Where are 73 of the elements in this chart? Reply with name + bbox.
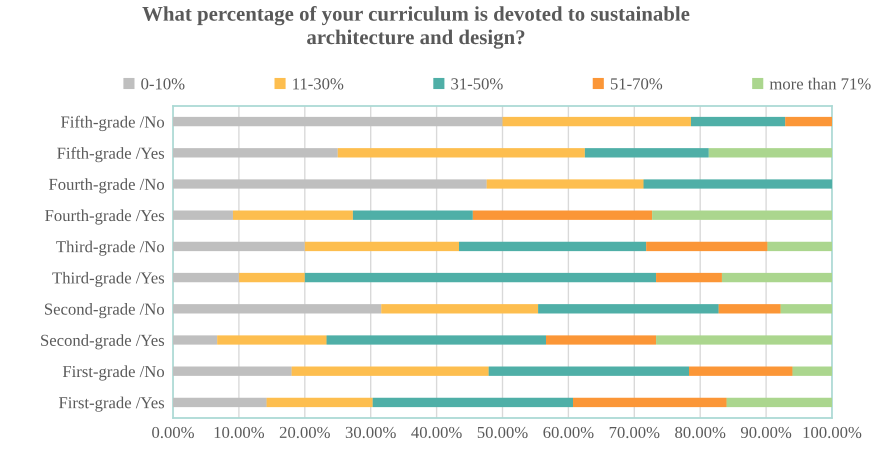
bar bbox=[173, 116, 502, 126]
bar bbox=[488, 366, 689, 376]
y-tick-label: Fourth-grade /No bbox=[48, 178, 164, 194]
bar bbox=[722, 272, 832, 282]
bar bbox=[486, 179, 644, 189]
bar bbox=[338, 148, 585, 158]
legend-label: 31-50% bbox=[451, 78, 503, 90]
bar bbox=[690, 116, 786, 126]
bar bbox=[304, 242, 460, 252]
bar bbox=[292, 366, 489, 376]
y-tick-label: Fifth-grade /Yes bbox=[57, 146, 164, 162]
x-tick-label: 70.00% bbox=[610, 426, 660, 438]
y-tick-label: Second-grade /Yes bbox=[41, 334, 164, 350]
bar bbox=[688, 366, 792, 376]
bar bbox=[173, 179, 487, 189]
bar bbox=[173, 242, 305, 252]
bar bbox=[173, 398, 267, 408]
bar bbox=[472, 210, 652, 220]
bar bbox=[792, 366, 832, 376]
bar bbox=[217, 335, 327, 345]
bar bbox=[546, 335, 656, 345]
bar bbox=[381, 304, 538, 314]
legend-label: more than 71% bbox=[770, 78, 871, 90]
bar bbox=[767, 242, 832, 252]
bar bbox=[584, 148, 709, 158]
bar bbox=[708, 148, 832, 158]
bar bbox=[644, 179, 832, 189]
y-tick-label: Third-grade /Yes bbox=[52, 272, 164, 287]
bar bbox=[538, 304, 719, 314]
y-tick-label: Fourth-grade /Yes bbox=[45, 209, 164, 225]
x-tick-label: 60.00% bbox=[543, 426, 594, 438]
bar bbox=[304, 272, 656, 282]
y-tick-label: Fifth-grade /No bbox=[61, 116, 164, 132]
bar bbox=[573, 398, 727, 408]
x-tick-label: 80.00% bbox=[675, 426, 726, 438]
x-tick-label: 100.00% bbox=[804, 426, 862, 438]
bar bbox=[232, 210, 353, 220]
legend-label: 11-30% bbox=[293, 78, 344, 90]
bar bbox=[652, 210, 832, 220]
y-tick-label: First-grade /No bbox=[62, 365, 164, 381]
chart-title: What percentage of your curriculum is devoted to sustainable architecture and design? bbox=[142, 6, 690, 49]
bar bbox=[785, 116, 832, 126]
bar bbox=[173, 210, 233, 220]
bar bbox=[173, 272, 239, 282]
bar bbox=[726, 398, 832, 408]
bar bbox=[656, 335, 832, 345]
x-tick-label: 50.00% bbox=[478, 426, 528, 438]
bar bbox=[352, 210, 473, 220]
bar bbox=[718, 304, 781, 314]
bar bbox=[326, 335, 546, 345]
bar bbox=[459, 242, 646, 252]
y-tick-label: First-grade /Yes bbox=[58, 396, 164, 412]
x-tick-label: 10.00% bbox=[214, 426, 264, 438]
x-tick-label: 90.00% bbox=[740, 426, 792, 438]
bar bbox=[646, 242, 768, 252]
bar bbox=[238, 272, 305, 282]
x-tick-label: 20.00% bbox=[280, 426, 330, 438]
y-tick-label: Third-grade /No bbox=[56, 240, 164, 256]
x-tick-label: 30.00% bbox=[346, 426, 396, 438]
bar bbox=[266, 398, 373, 408]
bar bbox=[173, 304, 382, 314]
bar bbox=[173, 335, 218, 345]
x-tick-label: 40.00% bbox=[411, 426, 462, 438]
legend-label: 0-10% bbox=[141, 78, 184, 90]
bar bbox=[173, 148, 338, 158]
legend-label: 51-70% bbox=[610, 78, 662, 90]
x-tick-label: 0.00% bbox=[152, 426, 194, 438]
bar bbox=[780, 304, 832, 314]
bar bbox=[173, 366, 292, 376]
bar bbox=[656, 272, 722, 282]
bar bbox=[372, 398, 574, 408]
y-tick-label: Second-grade /No bbox=[44, 303, 164, 318]
bar bbox=[502, 116, 691, 126]
